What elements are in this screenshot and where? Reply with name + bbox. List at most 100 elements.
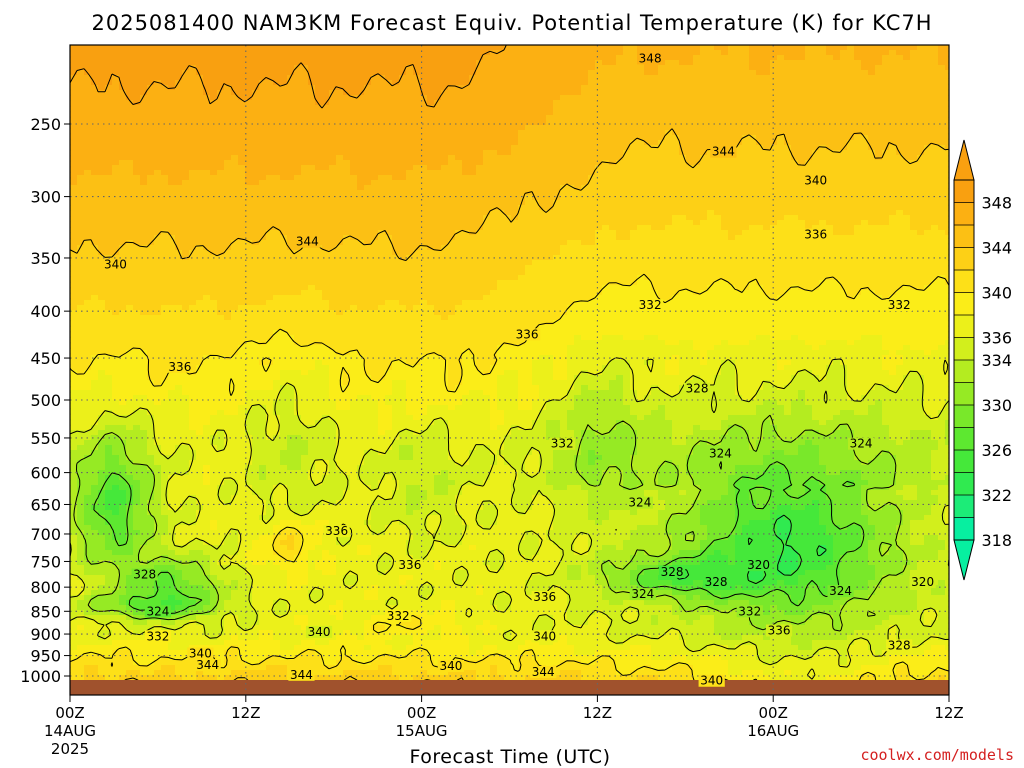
field-cell xyxy=(350,50,358,56)
field-cell xyxy=(553,220,561,226)
field-cell xyxy=(735,80,743,86)
field-cell xyxy=(364,95,372,101)
field-cell xyxy=(791,190,799,196)
field-cell xyxy=(707,170,715,176)
field-cell xyxy=(343,160,351,166)
field-cell xyxy=(497,95,505,101)
field-cell xyxy=(742,180,750,186)
field-cell xyxy=(273,175,281,181)
field-cell xyxy=(476,175,484,181)
field-cell xyxy=(91,105,99,111)
field-cell xyxy=(770,170,778,176)
field-cell xyxy=(350,240,358,246)
field-cell xyxy=(77,65,85,71)
field-cell xyxy=(462,155,470,161)
field-cell xyxy=(532,110,540,116)
field-cell xyxy=(441,215,449,221)
field-cell xyxy=(819,80,827,86)
field-cell xyxy=(371,195,379,201)
field-cell xyxy=(448,105,456,111)
field-cell xyxy=(532,240,540,246)
field-cell xyxy=(931,195,939,201)
field-cell xyxy=(910,235,918,241)
field-cell xyxy=(882,200,890,206)
field-cell xyxy=(602,240,610,246)
field-cell xyxy=(644,75,652,81)
field-cell xyxy=(182,235,190,241)
field-cell xyxy=(644,195,652,201)
field-cell xyxy=(525,75,533,81)
field-cell xyxy=(371,65,379,71)
field-cell xyxy=(798,140,806,146)
field-cell xyxy=(700,205,708,211)
field-cell xyxy=(413,165,421,171)
field-cell xyxy=(896,210,904,216)
field-cell xyxy=(805,220,813,226)
field-cell xyxy=(700,210,708,216)
field-cell xyxy=(133,140,141,146)
field-cell xyxy=(581,70,589,76)
field-cell xyxy=(623,235,631,241)
field-cell xyxy=(875,120,883,126)
field-cell xyxy=(917,110,925,116)
field-cell xyxy=(581,170,589,176)
field-cell xyxy=(875,85,883,91)
field-cell xyxy=(308,135,316,141)
field-cell xyxy=(553,120,561,126)
field-cell xyxy=(105,55,113,61)
field-cell xyxy=(175,115,183,121)
field-cell xyxy=(70,70,78,76)
field-cell xyxy=(385,90,393,96)
field-cell xyxy=(735,90,743,96)
field-cell xyxy=(609,205,617,211)
field-cell xyxy=(868,180,876,186)
field-cell xyxy=(546,240,554,246)
field-cell xyxy=(567,170,575,176)
field-cell xyxy=(525,90,533,96)
field-cell xyxy=(819,200,827,206)
field-cell xyxy=(147,175,155,181)
field-cell xyxy=(231,50,239,56)
field-cell xyxy=(735,65,743,71)
field-cell xyxy=(735,195,743,201)
field-cell xyxy=(889,75,897,81)
field-cell xyxy=(126,90,134,96)
field-cell xyxy=(455,80,463,86)
field-cell xyxy=(679,235,687,241)
field-cell xyxy=(399,220,407,226)
field-cell xyxy=(119,70,127,76)
field-cell xyxy=(371,185,379,191)
field-cell xyxy=(364,105,372,111)
field-cell xyxy=(147,120,155,126)
field-cell xyxy=(133,50,141,56)
field-cell xyxy=(294,185,302,191)
field-cell xyxy=(742,150,750,156)
field-cell xyxy=(105,100,113,106)
field-cell xyxy=(210,105,218,111)
field-cell xyxy=(777,215,785,221)
field-cell xyxy=(770,45,778,51)
field-cell xyxy=(504,150,512,156)
field-cell xyxy=(665,90,673,96)
field-cell xyxy=(560,145,568,151)
field-cell xyxy=(770,230,778,236)
field-cell xyxy=(455,135,463,141)
field-cell xyxy=(315,200,323,206)
field-cell xyxy=(140,160,148,166)
field-cell xyxy=(70,105,78,111)
field-cell xyxy=(406,190,414,196)
field-cell xyxy=(525,185,533,191)
field-cell xyxy=(917,75,925,81)
field-cell xyxy=(203,55,211,61)
field-cell xyxy=(784,220,792,226)
field-cell xyxy=(609,45,617,51)
field-cell xyxy=(672,80,680,86)
field-cell xyxy=(378,155,386,161)
field-cell xyxy=(595,155,603,161)
field-cell xyxy=(931,100,939,106)
field-cell xyxy=(903,235,911,241)
field-cell xyxy=(504,180,512,186)
field-cell xyxy=(406,235,414,241)
field-cell xyxy=(889,175,897,181)
field-cell xyxy=(889,115,897,121)
